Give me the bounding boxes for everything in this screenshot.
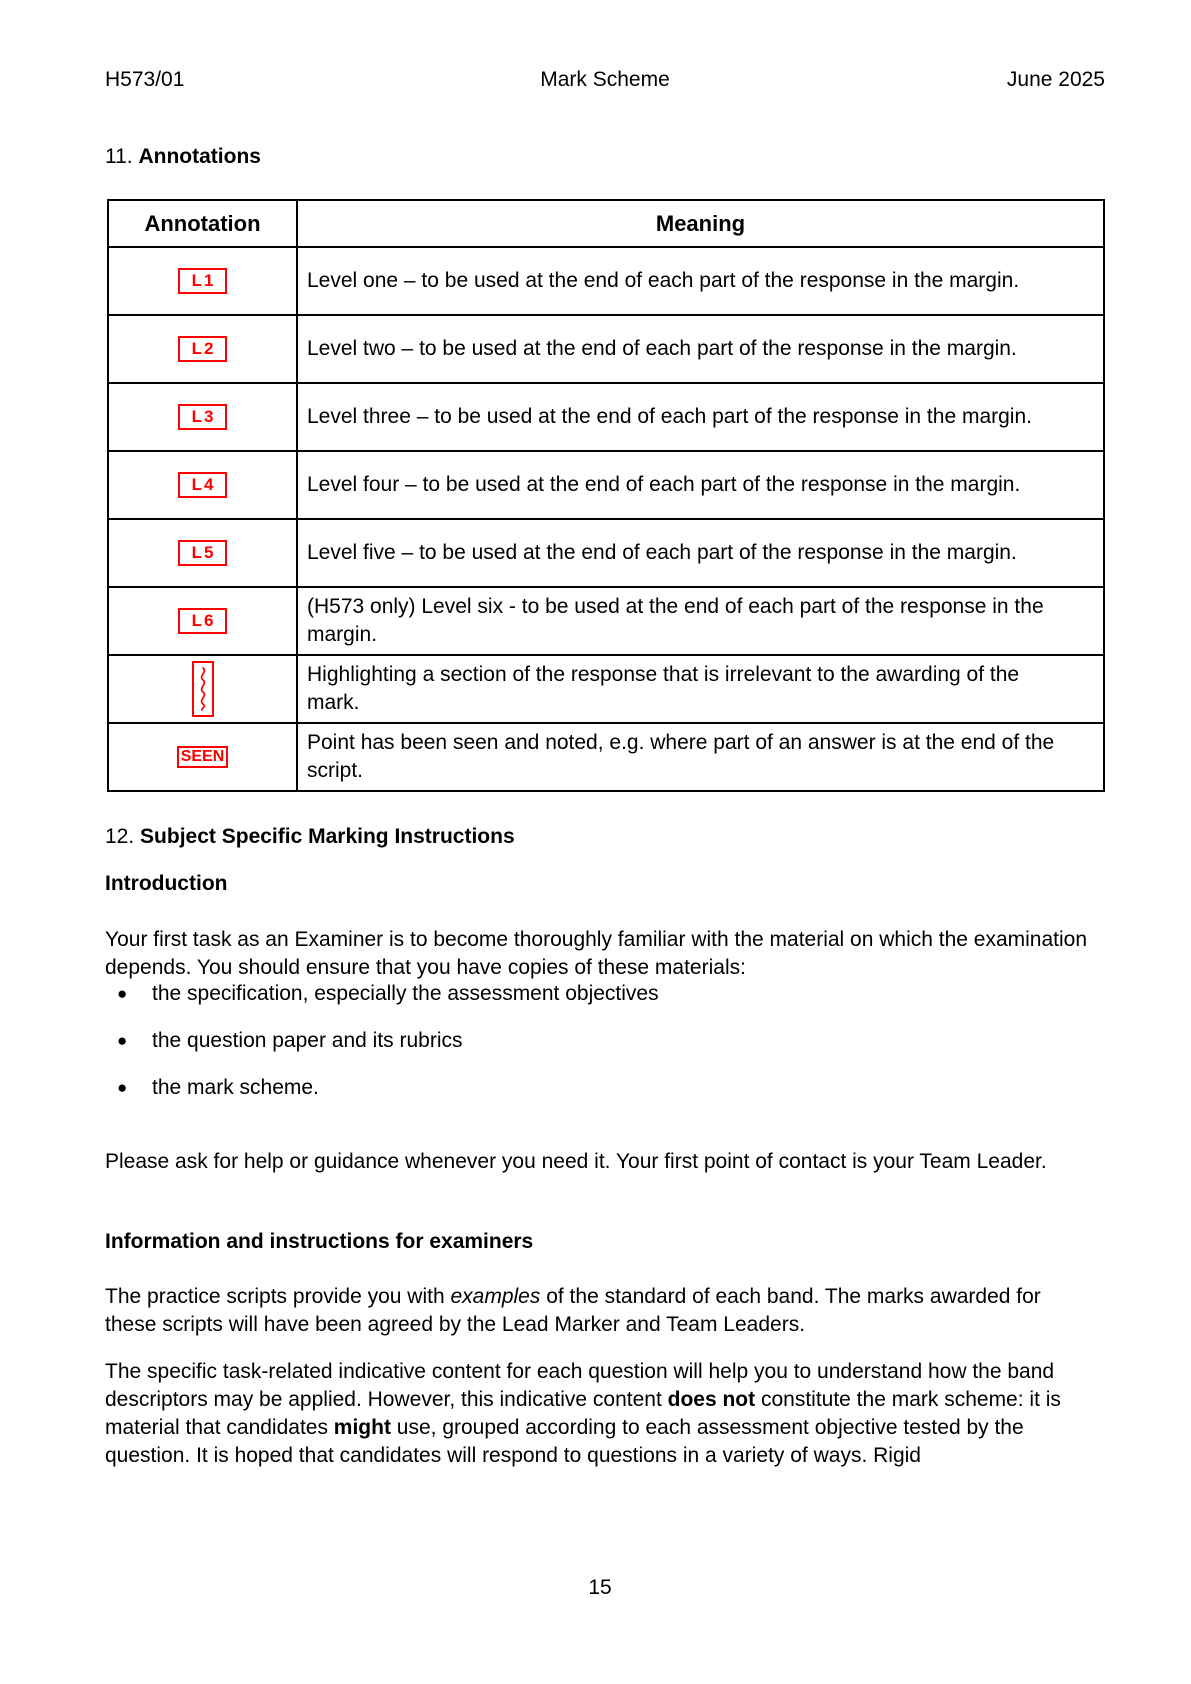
examiner-info-paragraph-2: The specific task-related indicative con… xyxy=(105,1358,1095,1470)
bullet-icon: ● xyxy=(117,984,128,1003)
running-header: H573/01 Mark Scheme June 2025 xyxy=(105,68,1105,92)
paragraph-segment: constitute the mark scheme: it is materi… xyxy=(105,1388,1061,1439)
meaning-text: Level one – to be used at the end of eac… xyxy=(296,246,1105,316)
bullet-text: the question paper and its rubrics xyxy=(152,1029,463,1052)
level-6-annotation-icon: L6 xyxy=(177,608,228,634)
table-header-row: Annotation Meaning xyxy=(107,199,1105,248)
section-12-title: Subject Specific Marking Instructions xyxy=(140,825,515,848)
section-11-title: Annotations xyxy=(138,145,261,168)
materials-bullet-list: ● the specification, especially the asse… xyxy=(105,980,1095,1121)
bullet-text: the specification, especially the assess… xyxy=(152,982,659,1005)
meaning-text: Point has been seen and noted, e.g. wher… xyxy=(296,722,1105,792)
bold-segment: does not xyxy=(667,1388,756,1411)
introduction-paragraph-1: Your first task as an Examiner is to bec… xyxy=(105,928,1088,979)
section-11-heading: 11. Annotations xyxy=(105,145,261,169)
paragraph-segment: of the standard of each band. The marks … xyxy=(105,1285,1041,1336)
section-12-heading: 12. Subject Specific Marking Instruction… xyxy=(105,825,515,849)
meaning-text: Level three – to be used at the end of e… xyxy=(296,382,1105,452)
section-12-number: 12. xyxy=(105,825,135,848)
meaning-text: Level five – to be used at the end of ea… xyxy=(296,518,1105,588)
list-item: ● the question paper and its rubrics xyxy=(105,1027,1095,1055)
bullet-text: the mark scheme. xyxy=(152,1076,319,1099)
level-5-annotation-icon: L5 xyxy=(177,540,228,566)
introduction-paragraph-2: Please ask for help or guidance whenever… xyxy=(105,1150,1047,1173)
level-4-annotation-icon: L4 xyxy=(177,472,228,498)
table-row: L6 (H573 only) Level six - to be used at… xyxy=(107,586,1105,656)
seen-annotation-icon: SEEN xyxy=(176,746,229,768)
paragraph-segment: The specific task-related indicative con… xyxy=(105,1360,1055,1411)
table-row: L5 Level five – to be used at the end of… xyxy=(107,518,1105,588)
table-row: SEEN Point has been seen and noted, e.g.… xyxy=(107,722,1105,792)
examiner-info-heading: Information and instructions for examine… xyxy=(105,1230,534,1253)
meaning-text: Level two – to be used at the end of eac… xyxy=(296,314,1105,384)
highlight-squiggle-icon xyxy=(191,661,214,717)
level-3-annotation-icon: L3 xyxy=(177,404,228,430)
table-row: L4 Level four – to be used at the end of… xyxy=(107,450,1105,520)
document-title: Mark Scheme xyxy=(540,68,670,91)
session-date: June 2025 xyxy=(1006,68,1105,91)
meaning-text: (H573 only) Level six - to be used at th… xyxy=(296,586,1105,656)
introduction-heading: Introduction xyxy=(105,872,228,895)
paragraph-segment: The practice scripts provide you with xyxy=(105,1285,451,1308)
meaning-text: Level four – to be used at the end of ea… xyxy=(296,450,1105,520)
examiner-info-paragraph-1: The practice scripts provide you with ex… xyxy=(105,1283,1095,1339)
level-2-annotation-icon: L2 xyxy=(177,336,228,362)
bullet-icon: ● xyxy=(117,1078,128,1097)
paragraph-segment: use, grouped according to each assessmen… xyxy=(105,1416,1024,1467)
table-row: L3 Level three – to be used at the end o… xyxy=(107,382,1105,452)
level-1-annotation-icon: L1 xyxy=(177,268,228,294)
table-row: L2 Level two – to be used at the end of … xyxy=(107,314,1105,384)
table-row: L1 Level one – to be used at the end of … xyxy=(107,246,1105,316)
section-11-number: 11. xyxy=(105,145,133,168)
column-header-annotation: Annotation xyxy=(107,199,298,248)
table-row: Highlighting a section of the response t… xyxy=(107,654,1105,724)
meaning-text: Highlighting a section of the response t… xyxy=(296,654,1105,724)
bullet-icon: ● xyxy=(117,1031,128,1050)
bold-segment: might xyxy=(333,1416,391,1439)
italic-segment: examples xyxy=(450,1285,541,1308)
list-item: ● the mark scheme. xyxy=(105,1074,1095,1102)
page-number: 15 xyxy=(588,1576,612,1599)
list-item: ● the specification, especially the asse… xyxy=(105,980,1095,1008)
annotations-table: Annotation Meaning L1 Level one – to be … xyxy=(107,199,1105,792)
paper-code: H573/01 xyxy=(105,68,185,91)
column-header-meaning: Meaning xyxy=(296,199,1105,248)
